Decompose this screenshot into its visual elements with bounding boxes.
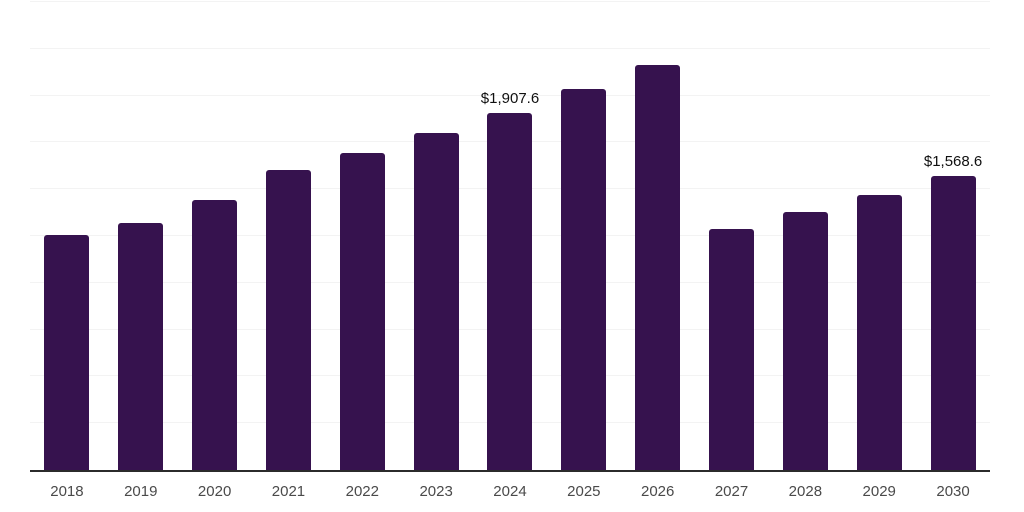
bar-2030[interactable]: [930, 176, 976, 470]
bar-2021[interactable]: [265, 170, 311, 470]
bar-slot-2030: $1,568.6: [916, 2, 990, 470]
x-tick-2028: 2028: [788, 483, 823, 500]
bar-slot-2021: [252, 2, 326, 470]
gridline-2000: [30, 94, 990, 96]
bar-2024[interactable]: [487, 112, 533, 470]
x-tick-2027: 2027: [714, 483, 749, 500]
x-tick-2025: 2025: [567, 483, 601, 500]
bar-slot-2018: [30, 2, 104, 470]
plot-area: $1,907.6 $1,568.6: [30, 1, 990, 472]
bar-2025[interactable]: [561, 89, 607, 470]
x-tick-2023: 2023: [419, 483, 453, 500]
data-label-2030: $1,568.6: [923, 153, 983, 171]
bar-2028[interactable]: [782, 212, 828, 470]
x-tick-2024: 2024: [493, 483, 527, 500]
bars-row: $1,907.6 $1,568.6: [30, 2, 990, 470]
x-tick-2019: 2019: [124, 483, 158, 500]
x-tick-2026: 2026: [640, 483, 675, 500]
bar-2026[interactable]: [635, 65, 681, 470]
data-label-2024: $1,907.6: [480, 89, 540, 107]
bar-2023[interactable]: [413, 132, 459, 470]
bar-2029[interactable]: [856, 194, 902, 470]
x-tick-2022: 2022: [345, 483, 379, 500]
bar-slot-2026: [621, 2, 695, 470]
bar-2027[interactable]: [709, 229, 755, 470]
bar-slot-2025: [547, 2, 621, 470]
bar-2018[interactable]: [44, 234, 90, 470]
gridline-2250: [30, 47, 990, 49]
bar-2020[interactable]: [192, 200, 238, 470]
x-tick-2018: 2018: [50, 483, 84, 500]
x-tick-2030: 2030: [936, 483, 970, 500]
gridline-2500: [30, 1, 990, 2]
bar-slot-2024: $1,907.6: [473, 2, 547, 470]
bar-slot-2022: [325, 2, 399, 470]
bar-slot-2019: [104, 2, 178, 470]
bar-slot-2028: [768, 2, 842, 470]
bar-2022[interactable]: [339, 152, 385, 470]
bar-slot-2027: [695, 2, 769, 470]
bar-slot-2020: [178, 2, 252, 470]
bar-2019[interactable]: [118, 222, 164, 470]
x-axis-labels: 2018 2019 2020 2021 2022 2023 2024 2025 2026 2027…: [30, 482, 990, 502]
bar-slot-2029: [842, 2, 916, 470]
x-tick-2021: 2021: [271, 483, 306, 500]
x-tick-2020: 2020: [197, 483, 232, 500]
x-tick-2029: 2029: [862, 483, 896, 500]
bar-slot-2023: [399, 2, 473, 470]
